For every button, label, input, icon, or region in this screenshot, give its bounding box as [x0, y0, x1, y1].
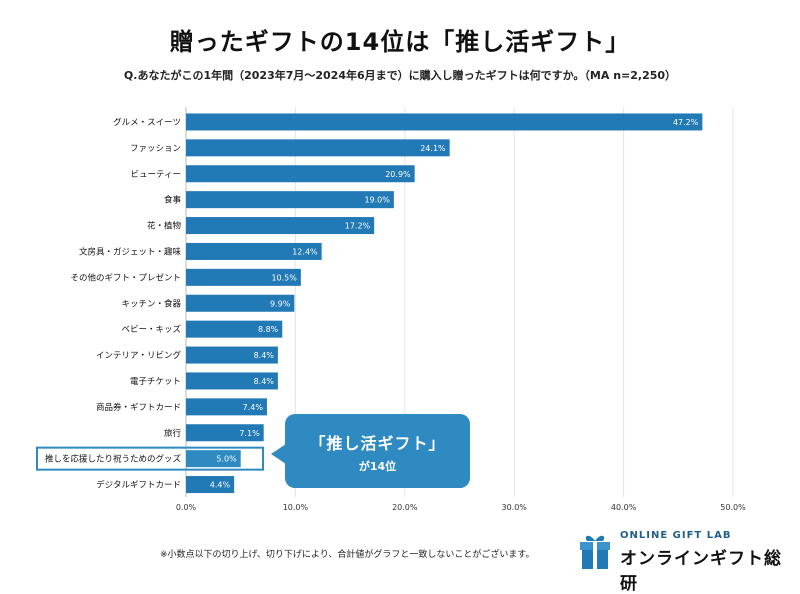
- category-label: その他のギフト・プレゼント: [70, 272, 181, 283]
- category-label: 食事: [164, 195, 182, 206]
- category-label: 旅行: [164, 428, 182, 439]
- callout-pointer: [271, 444, 286, 464]
- category-label: デジタルギフトカード: [96, 480, 181, 491]
- bar-value-label: 8.4%: [254, 351, 275, 360]
- x-tick-label: 50.0%: [720, 503, 746, 512]
- category-label: 電子チケット: [130, 377, 181, 387]
- bar: [186, 139, 450, 157]
- bar: [186, 320, 283, 338]
- category-label: ファッション: [130, 144, 181, 154]
- callout-subtitle: が14位: [358, 460, 397, 473]
- bar: [186, 113, 703, 131]
- x-tick-label: 10.0%: [283, 503, 309, 512]
- callout-title: 「推し活ギフト」: [309, 434, 446, 453]
- footnote: ※小数点以下の切り上げ、切り下げにより、合計値がグラフと一致しないことがございま…: [160, 550, 535, 560]
- bar: [186, 242, 322, 260]
- chart-subtitle: Q.あなたがこの1年間（2023年7月～2024年6月まで）に購入し贈ったギフト…: [123, 69, 677, 82]
- bar-value-label: 5.0%: [216, 455, 237, 464]
- highlight-frame: [36, 446, 264, 471]
- gift-box-icon: [580, 535, 610, 569]
- category-label: グルメ・スイーツ: [113, 117, 181, 128]
- bar: [186, 372, 278, 390]
- category-label: 花・植物: [147, 221, 182, 232]
- category-label: インテリア・リビング: [96, 350, 182, 361]
- bar: [186, 268, 301, 286]
- bar: [186, 294, 295, 312]
- bar: [186, 398, 267, 416]
- bar-value-label: 17.2%: [345, 222, 371, 231]
- bar-value-label: 9.9%: [270, 299, 291, 308]
- bar-value-label: 4.4%: [210, 481, 231, 490]
- bar-value-label: 8.8%: [258, 325, 279, 334]
- x-tick-label: 20.0%: [392, 503, 418, 512]
- brand-name-jp: オンラインギフト総研: [620, 549, 782, 594]
- category-label: キッチン・食器: [121, 298, 181, 309]
- callout-box: 「推し活ギフト」 が14位: [285, 414, 470, 488]
- bar: [186, 191, 394, 209]
- bar-value-label: 7.4%: [243, 403, 264, 412]
- bar-value-label: 7.1%: [239, 429, 260, 438]
- bar-value-label: 47.2%: [673, 118, 699, 127]
- bar-value-label: 8.4%: [254, 377, 275, 386]
- brand-name-en: ONLINE GIFT LAB: [620, 530, 732, 541]
- chart-title: 贈ったギフトの14位は「推し活ギフト」: [169, 28, 631, 56]
- bar: [186, 450, 241, 468]
- x-tick-label: 40.0%: [611, 503, 637, 512]
- bar: [186, 217, 375, 235]
- bar: [186, 346, 278, 364]
- x-tick-label: 30.0%: [501, 503, 527, 512]
- x-tick-label: 0.0%: [176, 503, 197, 512]
- category-label: ベビー・キッズ: [121, 324, 181, 335]
- bar: [186, 424, 264, 442]
- bar-value-label: 19.0%: [364, 196, 390, 205]
- bar: [186, 476, 235, 494]
- bar-value-label: 20.9%: [385, 170, 411, 179]
- category-label: 商品券・ギフトカード: [96, 402, 181, 413]
- bar-value-label: 24.1%: [420, 144, 446, 153]
- bar: [186, 165, 415, 183]
- category-label: 推しを応援したり祝うためのグッズ: [45, 454, 182, 465]
- bar-value-label: 12.4%: [292, 247, 318, 256]
- brand-logo: ONLINE GIFT LAB オンラインギフト総研: [578, 528, 786, 594]
- category-label: 文房具・ガジェット・趣味: [79, 246, 182, 257]
- bar-value-label: 10.5%: [271, 273, 297, 282]
- category-label: ビューティー: [131, 170, 182, 180]
